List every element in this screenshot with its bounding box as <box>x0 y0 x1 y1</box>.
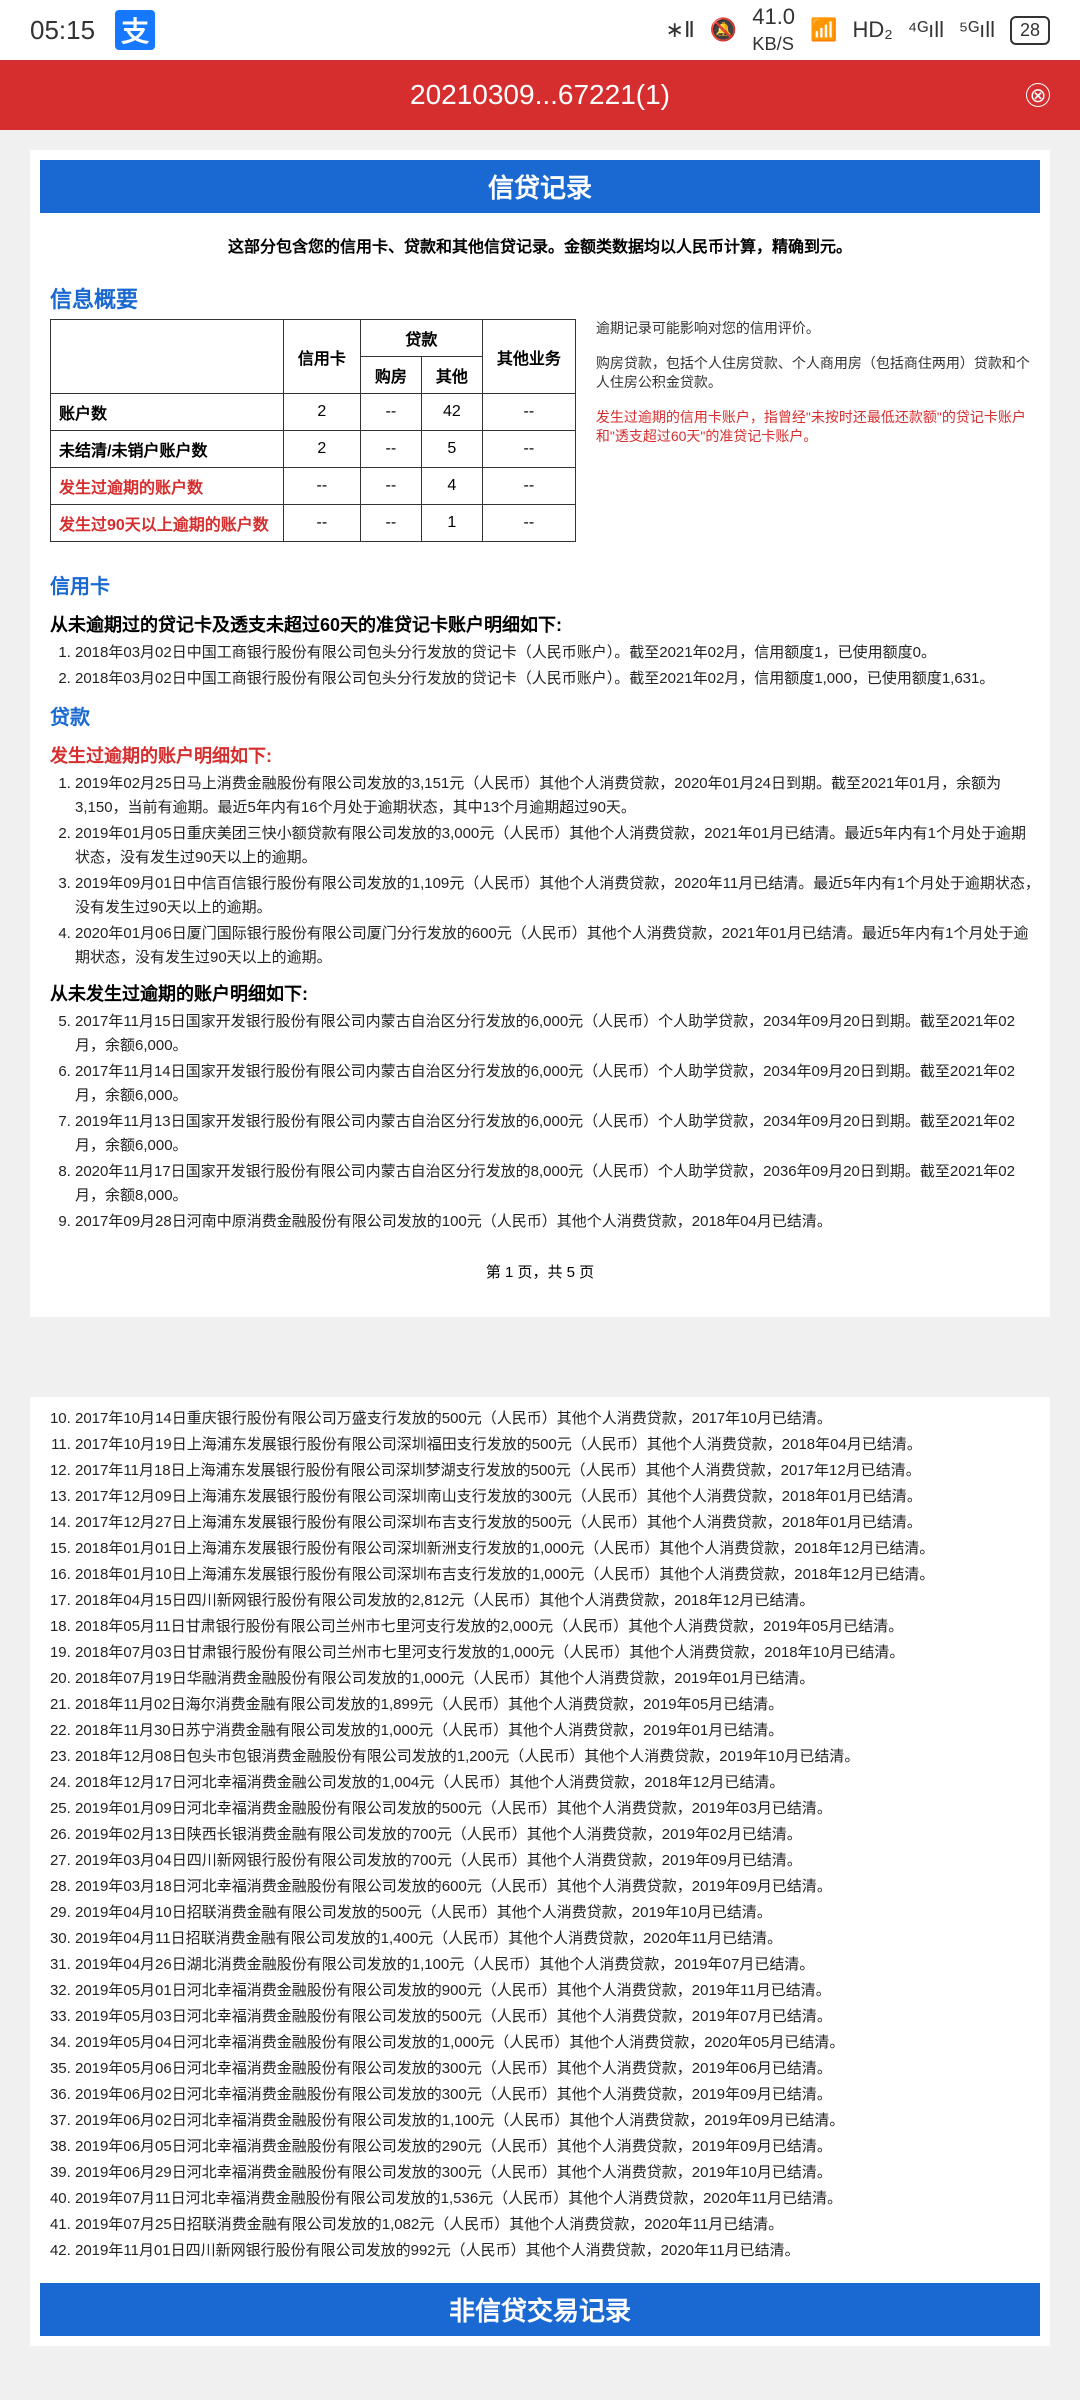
app-header: 20210309...67221(1) ⊗ <box>0 60 1080 130</box>
list-item: 2017年11月18日上海浦东发展银行股份有限公司深圳梦湖支行发放的500元（人… <box>75 1459 1040 1483</box>
list-item: 2019年02月25日马上消费金融股份有限公司发放的3,151元（人民币）其他个… <box>75 772 1040 820</box>
status-time: 05:15 <box>30 15 95 46</box>
list-item: 2017年10月19日上海浦东发展银行股份有限公司深圳福田支行发放的500元（人… <box>75 1433 1040 1457</box>
list-item: 2018年04月15日四川新网银行股份有限公司发放的2,812元（人民币）其他个… <box>75 1589 1040 1613</box>
list-item: 2019年06月02日河北幸福消费金融股份有限公司发放的300元（人民币）其他个… <box>75 2083 1040 2107</box>
col-card: 信用卡 <box>283 320 360 394</box>
list-item: 2018年01月01日上海浦东发展银行股份有限公司深圳新洲支行发放的1,000元… <box>75 1537 1040 1561</box>
signal-4g-icon: ⁴ᴳıll <box>908 17 944 43</box>
credit-card-list: 2018年03月02日中国工商银行股份有限公司包头分行发放的贷记卡（人民币账户）… <box>40 641 1040 691</box>
table-row: 账户数2--42-- <box>51 394 576 431</box>
list-item: 2017年10月14日重庆银行股份有限公司万盛支行发放的500元（人民币）其他个… <box>75 1407 1040 1431</box>
net-speed: 41.0KB/S <box>752 4 795 56</box>
side-notes: 逾期记录可能影响对您的信用评价。 购房贷款，包括个人住房贷款、个人商用房（包括商… <box>596 319 1030 542</box>
battery-icon: 28 <box>1010 16 1050 45</box>
list-item: 2019年06月05日河北幸福消费金融股份有限公司发放的290元（人民币）其他个… <box>75 2135 1040 2159</box>
note-1: 逾期记录可能影响对您的信用评价。 <box>596 319 1030 339</box>
list-item: 2019年05月01日河北幸福消费金融股份有限公司发放的900元（人民币）其他个… <box>75 1979 1040 2003</box>
non-credit-banner: 非信贷交易记录 <box>40 2283 1040 2336</box>
list-item: 2019年07月11日河北幸福消费金融股份有限公司发放的1,536元（人民币）其… <box>75 2187 1040 2211</box>
list-item: 2018年05月11日甘肃银行股份有限公司兰州市七里河支行发放的2,000元（人… <box>75 1615 1040 1639</box>
list-item: 2019年11月01日四川新网银行股份有限公司发放的992元（人民币）其他个人消… <box>75 2239 1040 2263</box>
list-item: 2018年03月02日中国工商银行股份有限公司包头分行发放的贷记卡（人民币账户）… <box>75 641 1040 665</box>
banner-description: 这部分包含您的信用卡、贷款和其他信贷记录。金额类数据均以人民币计算，精确到元。 <box>40 213 1040 277</box>
document-page-1: 信贷记录 这部分包含您的信用卡、贷款和其他信贷记录。金额类数据均以人民币计算，精… <box>30 150 1050 1317</box>
document-title: 20210309...67221(1) <box>410 79 670 111</box>
list-item: 2018年07月19日华融消费金融股份有限公司发放的1,000元（人民币）其他个… <box>75 1667 1040 1691</box>
list-item: 2019年01月05日重庆美团三快小额贷款有限公司发放的3,000元（人民币）其… <box>75 822 1040 870</box>
list-item: 2020年11月17日国家开发银行股份有限公司内蒙古自治区分行发放的8,000元… <box>75 1160 1040 1208</box>
credit-card-title: 信用卡 <box>40 562 1040 603</box>
table-row: 发生过逾期的账户数----4-- <box>51 468 576 505</box>
credit-card-sub: 从未逾期过的贷记卡及透支未超过60天的准贷记卡账户明细如下: <box>40 603 1040 641</box>
signal-5g-icon: ⁵ᴳıll <box>959 17 995 43</box>
hd-icon: HD₂ <box>852 17 892 43</box>
loan-continued-list: 2017年10月14日重庆银行股份有限公司万盛支行发放的500元（人民币）其他个… <box>40 1407 1040 2263</box>
col-house: 购房 <box>360 357 421 394</box>
credit-record-banner: 信贷记录 <box>40 160 1040 213</box>
list-item: 2019年03月04日四川新网银行股份有限公司发放的700元（人民币）其他个人消… <box>75 1849 1040 1873</box>
list-item: 2019年06月02日河北幸福消费金融股份有限公司发放的1,100元（人民币）其… <box>75 2109 1040 2133</box>
list-item: 2019年11月13日国家开发银行股份有限公司内蒙古自治区分行发放的6,000元… <box>75 1110 1040 1158</box>
list-item: 2019年06月29日河北幸福消费金融股份有限公司发放的300元（人民币）其他个… <box>75 2161 1040 2185</box>
list-item: 2017年12月27日上海浦东发展银行股份有限公司深圳布吉支行发放的500元（人… <box>75 1511 1040 1535</box>
page-number: 第 1 页，共 5 页 <box>40 1236 1040 1307</box>
note-2: 购房贷款，包括个人住房贷款、个人商用房（包括商住两用）贷款和个人住房公积金贷款。 <box>596 354 1030 393</box>
list-item: 2018年12月17日河北幸福消费金融公司发放的1,004元（人民币）其他个人消… <box>75 1771 1040 1795</box>
list-item: 2019年03月18日河北幸福消费金融股份有限公司发放的600元（人民币）其他个… <box>75 1875 1040 1899</box>
loan-normal-title: 从未发生过逾期的账户明细如下: <box>40 972 1040 1010</box>
list-item: 2019年04月11日招联消费金融有限公司发放的1,400元（人民币）其他个人消… <box>75 1927 1040 1951</box>
list-item: 2019年09月01日中信百信银行股份有限公司发放的1,109元（人民币）其他个… <box>75 872 1040 920</box>
loan-overdue-title: 发生过逾期的账户明细如下: <box>40 734 1040 772</box>
list-item: 2017年09月28日河南中原消费金融股份有限公司发放的100元（人民币）其他个… <box>75 1210 1040 1234</box>
col-other: 其他 <box>421 357 482 394</box>
loan-overdue-list: 2019年02月25日马上消费金融股份有限公司发放的3,151元（人民币）其他个… <box>40 772 1040 970</box>
list-item: 2018年01月10日上海浦东发展银行股份有限公司深圳布吉支行发放的1,000元… <box>75 1563 1040 1587</box>
mute-icon: 🔕 <box>710 17 737 43</box>
table-row: 发生过90天以上逾期的账户数----1-- <box>51 505 576 542</box>
list-item: 2017年12月09日上海浦东发展银行股份有限公司深圳南山支行发放的300元（人… <box>75 1485 1040 1509</box>
list-item: 2018年11月30日苏宁消费金融有限公司发放的1,000元（人民币）其他个人消… <box>75 1719 1040 1743</box>
list-item: 2019年05月04日河北幸福消费金融股份有限公司发放的1,000元（人民币）其… <box>75 2031 1040 2055</box>
loan-normal-list: 2017年11月15日国家开发银行股份有限公司内蒙古自治区分行发放的6,000元… <box>40 1010 1040 1234</box>
table-row: 未结清/未销户账户数2--5-- <box>51 431 576 468</box>
list-item: 2019年02月13日陕西长银消费金融有限公司发放的700元（人民币）其他个人消… <box>75 1823 1040 1847</box>
bluetooth-icon: ∗Ⅱ <box>666 17 695 43</box>
list-item: 2019年05月06日河北幸福消费金融股份有限公司发放的300元（人民币）其他个… <box>75 2057 1040 2081</box>
list-item: 2019年04月26日湖北消费金融股份有限公司发放的1,100元（人民币）其他个… <box>75 1953 1040 1977</box>
col-biz: 其他业务 <box>482 320 575 394</box>
alipay-icon: 支 <box>115 10 155 50</box>
list-item: 2019年04月10日招联消费金融有限公司发放的500元（人民币）其他个人消费贷… <box>75 1901 1040 1925</box>
list-item: 2018年07月03日甘肃银行股份有限公司兰州市七里河支行发放的1,000元（人… <box>75 1641 1040 1665</box>
note-3: 发生过逾期的信用卡账户，指曾经"未按时还最低还款额"的贷记卡账户和"透支超过60… <box>596 408 1030 447</box>
list-item: 2019年01月09日河北幸福消费金融股份有限公司发放的500元（人民币）其他个… <box>75 1797 1040 1821</box>
summary-table: 信用卡 贷款 其他业务 购房 其他 账户数2--42--未结清/未销户账户数2-… <box>50 319 576 542</box>
list-item: 2018年03月02日中国工商银行股份有限公司包头分行发放的贷记卡（人民币账户）… <box>75 667 1040 691</box>
wifi-icon: 📶 <box>810 17 837 43</box>
list-item: 2017年11月15日国家开发银行股份有限公司内蒙古自治区分行发放的6,000元… <box>75 1010 1040 1058</box>
list-item: 2019年07月25日招联消费金融有限公司发放的1,082元（人民币）其他个人消… <box>75 2213 1040 2237</box>
list-item: 2018年11月02日海尔消费金融有限公司发放的1,899元（人民币）其他个人消… <box>75 1693 1040 1717</box>
header-action-icon[interactable]: ⊗ <box>1026 83 1050 107</box>
list-item: 2018年12月08日包头市包银消费金融股份有限公司发放的1,200元（人民币）… <box>75 1745 1040 1769</box>
status-bar: 05:15 支 ∗Ⅱ 🔕 41.0KB/S 📶 HD₂ ⁴ᴳıll ⁵ᴳıll … <box>0 0 1080 60</box>
list-item: 2017年11月14日国家开发银行股份有限公司内蒙古自治区分行发放的6,000元… <box>75 1060 1040 1108</box>
list-item: 2019年05月03日河北幸福消费金融股份有限公司发放的500元（人民币）其他个… <box>75 2005 1040 2029</box>
overview-title: 信息概要 <box>40 277 1040 319</box>
document-page-2: 2017年10月14日重庆银行股份有限公司万盛支行发放的500元（人民币）其他个… <box>30 1397 1050 2346</box>
loan-title: 贷款 <box>40 693 1040 734</box>
col-loan: 贷款 <box>360 320 482 357</box>
list-item: 2020年01月06日厦门国际银行股份有限公司厦门分行发放的600元（人民币）其… <box>75 922 1040 970</box>
